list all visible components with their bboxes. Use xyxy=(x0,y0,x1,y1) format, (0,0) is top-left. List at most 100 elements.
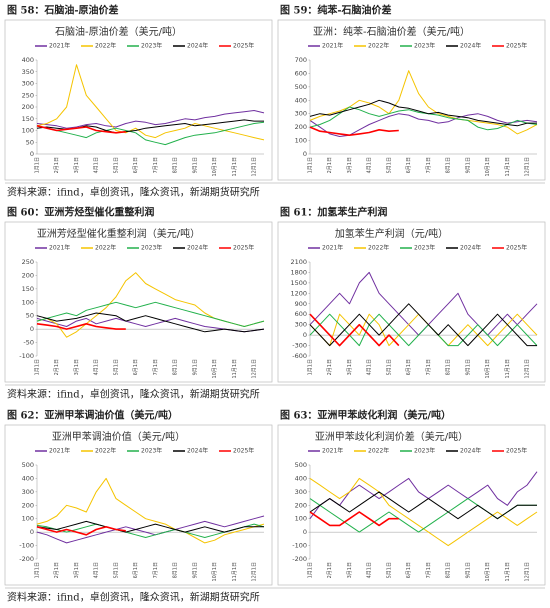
y-tick-label: -200 xyxy=(19,555,34,563)
x-tick-label: 9月1日 xyxy=(465,359,471,375)
x-tick-label: 9月1日 xyxy=(192,562,198,578)
legend-label: 2024年 xyxy=(187,447,208,455)
x-tick-label: 5月1日 xyxy=(113,562,119,578)
x-tick-label: 4月1日 xyxy=(367,359,373,375)
x-tick-label: 2月1日 xyxy=(327,157,333,173)
y-tick-label: 300 xyxy=(295,321,307,329)
x-tick-label: 1月1日 xyxy=(308,562,314,578)
legend-label: 2022年 xyxy=(368,244,389,252)
x-tick-label: 6月1日 xyxy=(133,359,139,375)
series-line xyxy=(36,515,265,544)
legend-label: 2021年 xyxy=(49,42,70,50)
x-tick-label: 8月1日 xyxy=(173,157,179,173)
y-tick-label: -300 xyxy=(292,342,307,350)
x-tick-label: 8月1日 xyxy=(446,562,452,578)
series-line xyxy=(36,312,265,333)
x-tick-label: 10月1日 xyxy=(485,359,491,379)
y-tick-label: 0 xyxy=(30,150,34,158)
x-tick-label: 4月1日 xyxy=(94,359,100,375)
legend-label: 2023年 xyxy=(414,244,435,252)
chart-title: 亚洲甲苯调油价值（美元/吨） xyxy=(52,430,185,443)
y-tick-label: 2100 xyxy=(290,258,307,266)
x-tick-label: 6月1日 xyxy=(406,359,412,375)
figure-caption: 图 59：纯苯-石脑油价差 xyxy=(280,4,392,17)
legend-label: 2025年 xyxy=(506,42,527,50)
series-line xyxy=(36,125,126,134)
y-tick-label: 100 xyxy=(22,515,34,523)
legend-label: 2023年 xyxy=(141,447,162,455)
x-tick-label: 10月1日 xyxy=(485,562,491,582)
source-note: 资料来源：ifind，卓创资讯，隆众资讯，新湖期货研究所 xyxy=(7,388,260,401)
x-tick-label: 5月1日 xyxy=(113,359,119,375)
x-tick-label: 8月1日 xyxy=(446,359,452,375)
x-tick-label: 5月1日 xyxy=(386,359,392,375)
legend-label: 2025年 xyxy=(233,447,254,455)
series-line xyxy=(36,64,265,141)
x-tick-label: 1月1日 xyxy=(308,157,314,173)
y-tick-label: 200 xyxy=(295,501,307,509)
legend-label: 2025年 xyxy=(506,447,527,455)
legend-label: 2021年 xyxy=(49,447,70,455)
y-tick-label: 300 xyxy=(22,488,34,496)
y-tick-label: 50 xyxy=(26,312,34,320)
y-tick-label: 50 xyxy=(26,138,34,146)
y-tick-label: 400 xyxy=(22,56,34,64)
y-tick-label: 350 xyxy=(22,68,34,76)
y-tick-label: 700 xyxy=(295,56,307,64)
x-tick-label: 10月1日 xyxy=(485,157,491,177)
y-tick-label: 500 xyxy=(295,83,307,91)
x-tick-label: 11月1日 xyxy=(505,562,511,582)
x-tick-label: 3月1日 xyxy=(347,157,353,173)
legend-label: 2024年 xyxy=(460,244,481,252)
x-tick-label: 7月1日 xyxy=(153,157,159,173)
legend-label: 2021年 xyxy=(322,244,343,252)
chart-frame xyxy=(277,19,546,181)
series-line xyxy=(36,323,126,330)
legend-label: 2022年 xyxy=(368,42,389,50)
figure-caption: 图 61：加氢苯生产利润 xyxy=(280,206,387,219)
source-note: 资料来源：ifind，卓创资讯，隆众资讯，新湖期货研究所 xyxy=(7,591,260,604)
x-tick-label: 4月1日 xyxy=(367,157,373,173)
figure-caption: 图 60：亚洲芳烃型催化重整利润 xyxy=(7,206,154,219)
x-tick-label: 6月1日 xyxy=(133,562,139,578)
series-line xyxy=(309,99,537,127)
y-tick-label: 500 xyxy=(22,461,34,469)
y-tick-label: 1800 xyxy=(290,268,307,276)
y-tick-label: 0 xyxy=(303,528,307,536)
x-tick-label: 1月1日 xyxy=(35,157,41,173)
y-tick-label: 200 xyxy=(22,271,34,279)
y-tick-label: 400 xyxy=(295,474,307,482)
series-line xyxy=(309,313,538,347)
y-tick-label: 500 xyxy=(295,461,307,469)
legend-label: 2022年 xyxy=(95,244,116,252)
x-tick-label: 11月1日 xyxy=(505,157,511,177)
y-tick-label: 150 xyxy=(22,285,34,293)
x-tick-label: 9月1日 xyxy=(465,562,471,578)
y-tick-label: -200 xyxy=(292,555,307,563)
x-tick-label: 11月1日 xyxy=(505,359,511,379)
x-tick-label: 1月1日 xyxy=(35,359,41,375)
x-tick-label: 3月1日 xyxy=(74,562,80,578)
chart-frame xyxy=(277,221,546,383)
x-tick-label: 12月1日 xyxy=(252,359,258,379)
x-tick-label: 1月1日 xyxy=(35,562,41,578)
x-tick-label: 4月1日 xyxy=(367,562,373,578)
y-tick-label: 1500 xyxy=(290,279,307,287)
y-tick-label: -50 xyxy=(23,339,34,347)
y-tick-label: 150 xyxy=(22,115,34,123)
x-tick-label: 8月1日 xyxy=(173,562,179,578)
figure-caption: 图 58：石脑油-原油价差 xyxy=(7,4,119,17)
x-tick-label: 8月1日 xyxy=(173,359,179,375)
x-tick-label: 1月1日 xyxy=(308,359,314,375)
series-line xyxy=(36,477,265,544)
y-tick-label: 300 xyxy=(295,488,307,496)
chart-title: 亚洲甲苯歧化利润价差（美元/吨） xyxy=(315,430,468,443)
series-line xyxy=(309,471,538,519)
x-tick-label: 9月1日 xyxy=(192,157,198,173)
y-tick-label: 100 xyxy=(22,298,34,306)
x-tick-label: 5月1日 xyxy=(386,157,392,173)
y-tick-label: 0 xyxy=(30,528,34,536)
x-tick-label: 6月1日 xyxy=(406,157,412,173)
x-tick-label: 2月1日 xyxy=(327,359,333,375)
series-line xyxy=(36,526,126,536)
